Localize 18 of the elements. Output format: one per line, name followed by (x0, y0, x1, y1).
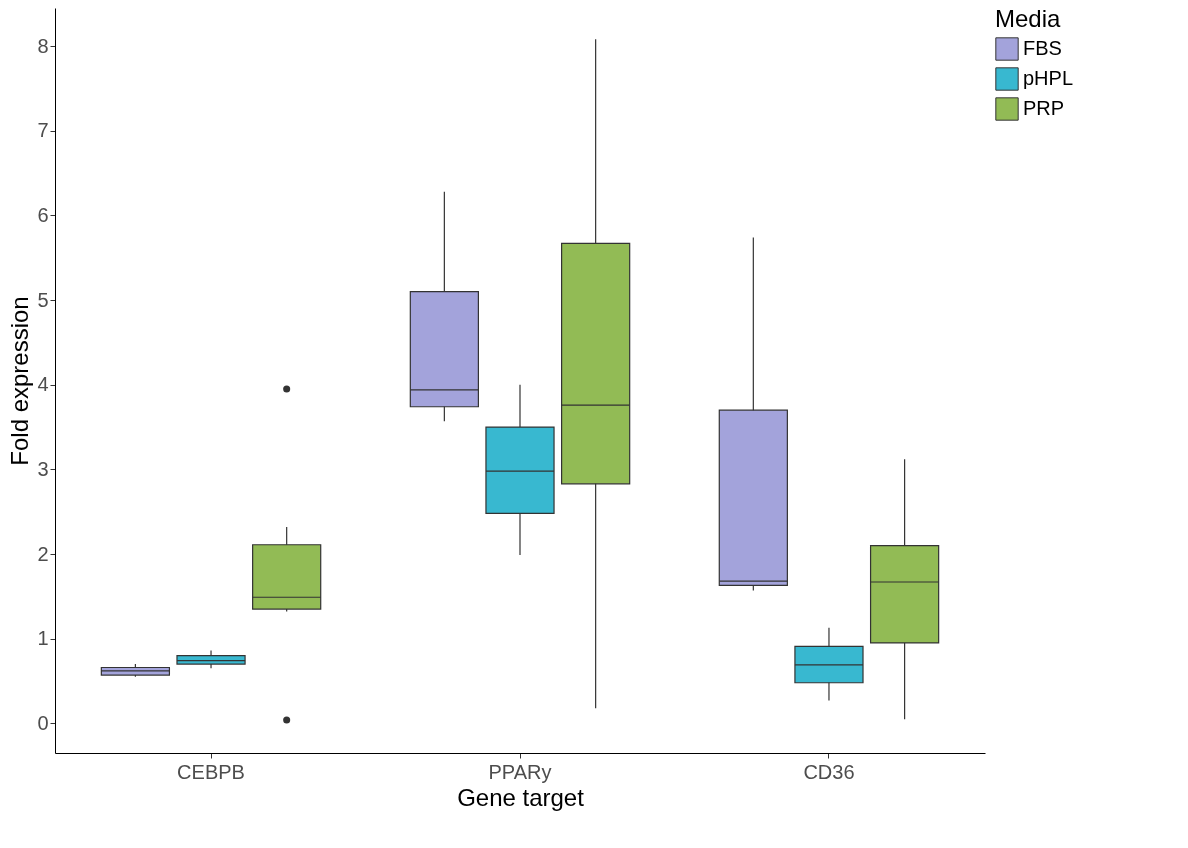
legend-title: Media (995, 5, 1062, 32)
x-tick-label: CEBPB (177, 760, 245, 783)
y-tick-label: 5 (37, 288, 49, 311)
y-axis-title: Fold expression (6, 296, 34, 466)
legend-label: pHPL (1023, 67, 1074, 89)
y-tick-label: 8 (37, 34, 49, 57)
legend-label: FBS (1023, 37, 1062, 59)
x-axis-title: Gene target (457, 783, 585, 811)
y-tick-label: 3 (37, 457, 49, 480)
x-tick-label: CD36 (803, 760, 855, 783)
y-tick-label: 2 (37, 542, 49, 565)
y-tick-label: 1 (37, 627, 49, 650)
legend-label: PRP (1023, 97, 1065, 119)
x-tick-label: PPARy (488, 760, 552, 783)
y-tick-label: 6 (37, 203, 49, 226)
y-tick-label: 0 (37, 711, 49, 734)
y-tick-label: 4 (37, 373, 49, 396)
y-tick-label: 7 (37, 119, 49, 142)
